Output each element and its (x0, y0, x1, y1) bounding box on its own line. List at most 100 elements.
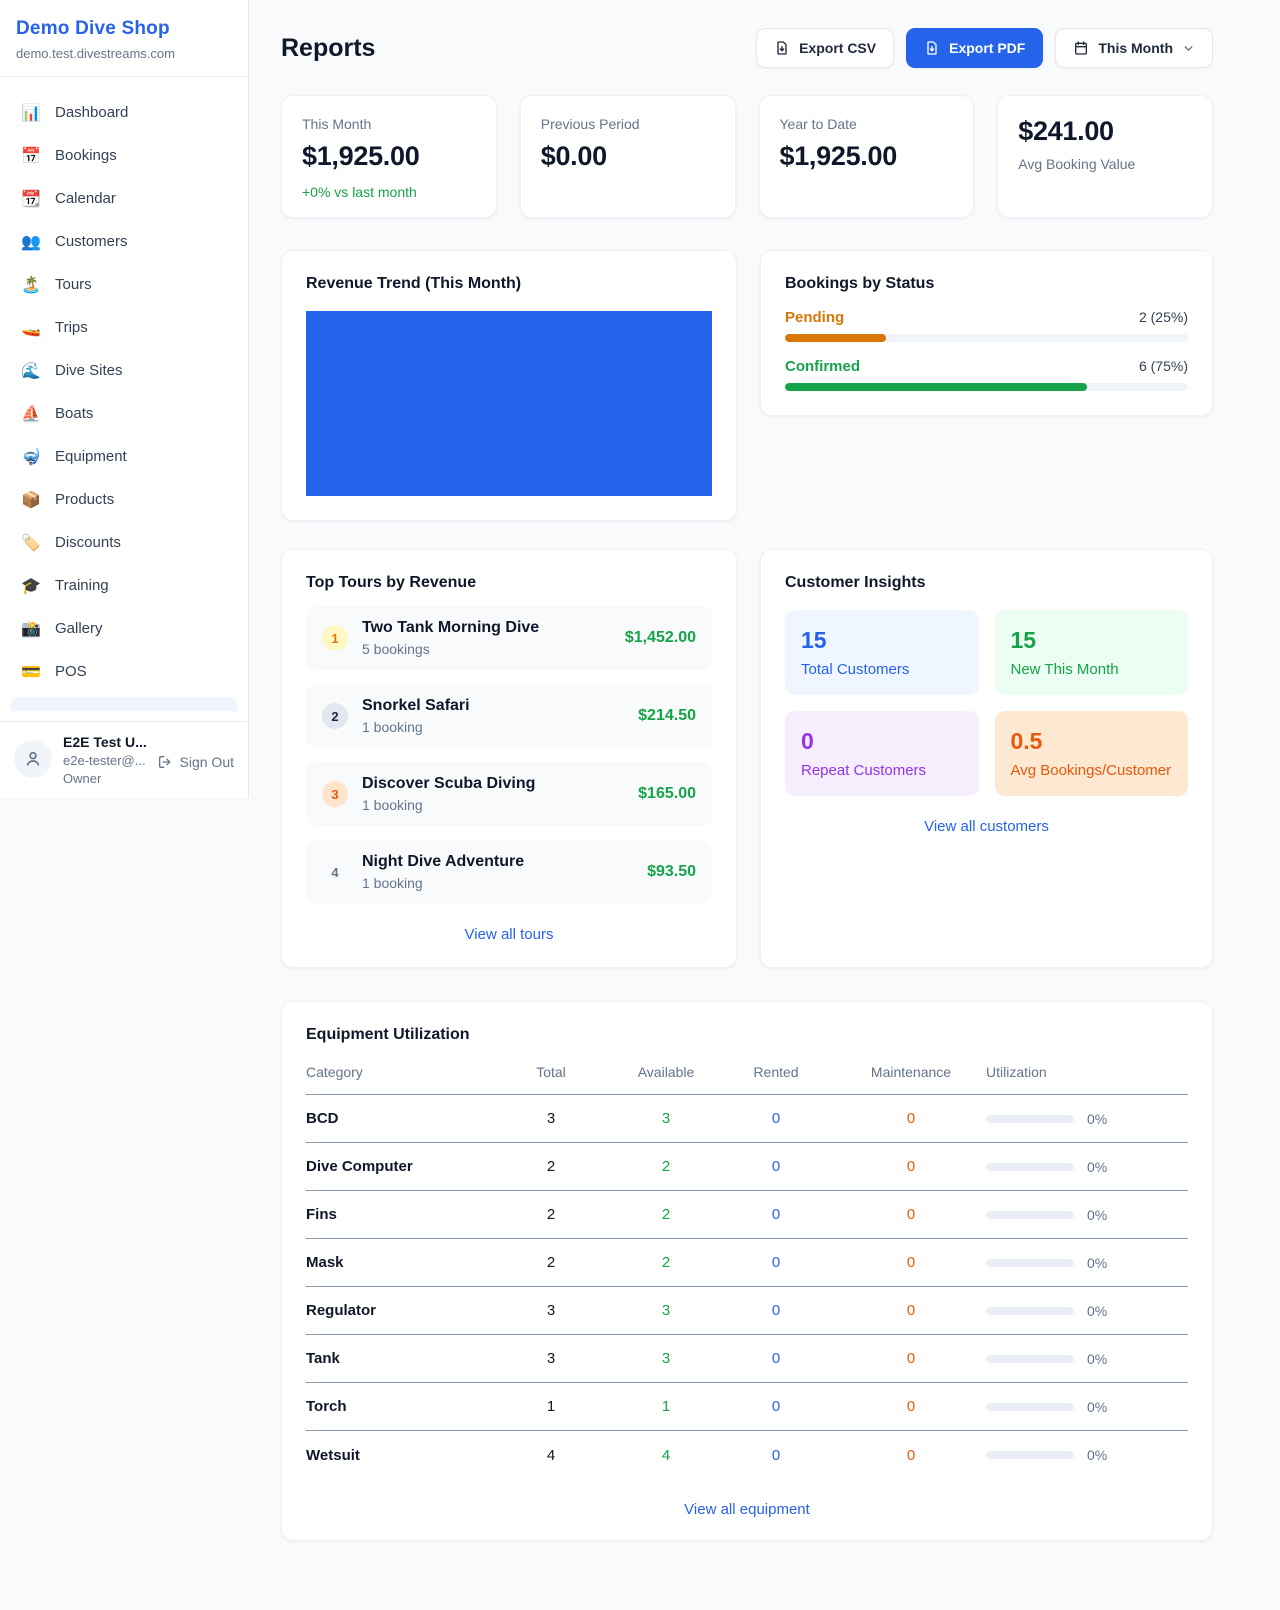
status-bar-fill (785, 383, 1088, 391)
bookings-by-status-title: Bookings by Status (785, 275, 935, 292)
sidebar-item-active-partial[interactable] (11, 697, 237, 711)
tour-name: Snorkel Safari (362, 697, 470, 714)
sidebar: Demo Dive Shop demo.test.divestreams.com… (0, 0, 249, 798)
stat-label: This Month (302, 116, 372, 132)
tile-new-this-month: 15 New This Month (994, 610, 1188, 695)
sidebar-item-label: Customers (55, 233, 128, 250)
tile-label: Total Customers (801, 661, 910, 678)
user-panel: E2E Test U... e2e-tester@... Owner Sign … (0, 721, 248, 798)
stat-value: $241.00 (1018, 116, 1114, 146)
customers-icon: 👥 (21, 233, 41, 251)
tile-label: Avg Bookings/Customer (1010, 762, 1172, 779)
graduation-cap-icon: 🎓 (21, 577, 41, 595)
sidebar-item-calendar[interactable]: 📆 Calendar (9, 177, 239, 220)
utilization-bar (986, 1451, 1074, 1459)
sidebar-item-gallery[interactable]: 📸 Gallery (9, 607, 239, 650)
equipment-utilization-card: Equipment Utilization Category Total Ava… (281, 1001, 1213, 1541)
tag-icon: 🏷️ (21, 534, 41, 552)
sidebar-item-label: Bookings (55, 147, 117, 164)
col-category: Category (306, 1064, 363, 1080)
sidebar-item-pos[interactable]: 💳 POS (9, 650, 239, 693)
sidebar-nav: 📊 Dashboard 📅 Bookings 📆 Calendar 👥 Cust… (0, 77, 248, 711)
list-item: 1 Two Tank Morning Dive 5 bookings $1,45… (306, 606, 712, 670)
shop-domain: demo.test.divestreams.com (16, 46, 175, 61)
utilization-bar (986, 1114, 1074, 1123)
table-row: Regulator 3 3 0 0 0% (306, 1287, 1188, 1335)
sidebar-item-label: Discounts (55, 534, 121, 551)
view-all-customers-link[interactable]: View all customers (924, 818, 1049, 835)
col-available: Available (637, 1064, 695, 1080)
header-actions: Export CSV Export PDF This Month (756, 28, 1213, 68)
sidebar-item-label: Boats (55, 405, 94, 422)
sidebar-item-trips[interactable]: 🚤 Trips (9, 306, 239, 349)
table-row: BCD 3 3 0 0 0% (306, 1095, 1188, 1143)
revenue-trend-title: Revenue Trend (This Month) (306, 275, 522, 292)
tile-label: New This Month (1010, 661, 1119, 678)
sidebar-item-label: Tours (55, 276, 92, 293)
island-icon: 🏝️ (21, 276, 41, 294)
sidebar-item-dive-sites[interactable]: 🌊 Dive Sites (9, 349, 239, 392)
period-selector[interactable]: This Month (1055, 28, 1213, 68)
speedboat-icon: 🚤 (21, 319, 41, 337)
stat-label: Year to Date (779, 116, 857, 132)
chevron-down-icon (1184, 45, 1193, 51)
tour-name: Two Tank Morning Dive (362, 619, 540, 636)
rank-badge: 4 (331, 864, 339, 880)
sidebar-item-customers[interactable]: 👥 Customers (9, 220, 239, 263)
sidebar-item-label: Calendar (55, 190, 116, 207)
sidebar-item-tours[interactable]: 🏝️ Tours (9, 263, 239, 306)
tour-amount: $214.50 (638, 707, 696, 724)
calendar-icon (1075, 41, 1088, 55)
list-item: 2 Snorkel Safari 1 booking $214.50 (306, 684, 712, 748)
customer-insights-card: Customer Insights 15 Total Customers 15 … (760, 549, 1213, 968)
stat-label: Previous Period (540, 116, 640, 132)
tour-bookings: 1 booking (362, 875, 423, 891)
sidebar-header: Demo Dive Shop demo.test.divestreams.com (0, 0, 248, 77)
export-csv-button[interactable]: Export CSV (756, 28, 895, 68)
sidebar-item-boats[interactable]: ⛵ Boats (9, 392, 239, 435)
tile-value: 0 (801, 728, 814, 754)
status-label: Pending (785, 309, 845, 326)
stat-card-avg-booking-value: $241.00 Avg Booking Value (997, 95, 1213, 218)
status-label: Confirmed (785, 358, 860, 375)
sidebar-item-label: Products (55, 491, 115, 508)
rank-badge: 3 (322, 781, 348, 807)
table-row: Dive Computer 2 2 0 0 0% (306, 1143, 1188, 1191)
sidebar-item-bookings[interactable]: 📅 Bookings (9, 134, 239, 177)
stat-cards: This Month $1,925.00 +0% vs last month P… (281, 95, 1213, 218)
sidebar-item-label: Training (55, 577, 109, 594)
tile-value: 0.5 (1010, 728, 1043, 754)
user-email: e2e-tester@... (63, 753, 146, 768)
user-role: Owner (63, 771, 102, 786)
sign-out-label: Sign Out (179, 754, 234, 770)
sign-out-icon (158, 756, 170, 768)
sign-out-button[interactable]: Sign Out (157, 754, 234, 770)
tour-name: Night Dive Adventure (362, 853, 525, 870)
table-row: Tank 3 3 0 0 0% (306, 1335, 1188, 1383)
status-bar-track (785, 383, 1188, 391)
tour-bookings: 5 bookings (362, 641, 430, 657)
stat-value: $0.00 (540, 141, 607, 171)
list-item: 3 Discover Scuba Diving 1 booking $165.0… (306, 762, 712, 826)
revenue-trend-card: Revenue Trend (This Month) (281, 250, 737, 521)
sidebar-item-products[interactable]: 📦 Products (9, 478, 239, 521)
view-all-tours-link[interactable]: View all tours (464, 926, 554, 943)
export-pdf-button[interactable]: Export PDF (906, 28, 1044, 68)
utilization-bar (986, 1210, 1074, 1219)
bookings-calendar-icon: 📅 (21, 147, 41, 165)
sidebar-item-equipment[interactable]: 🤿 Equipment (9, 435, 239, 478)
revenue-trend-bar (306, 311, 712, 496)
camera-icon: 📸 (21, 620, 41, 638)
file-download-icon (777, 41, 787, 55)
view-all-equipment-link[interactable]: View all equipment (684, 1501, 810, 1518)
sidebar-item-dashboard[interactable]: 📊 Dashboard (9, 91, 239, 134)
status-row-confirmed: Confirmed 6 (75%) (785, 358, 1188, 391)
bookings-by-status-card: Bookings by Status Pending 2 (25%) Confi… (760, 250, 1213, 416)
sidebar-item-discounts[interactable]: 🏷️ Discounts (9, 521, 239, 564)
top-tours-card: Top Tours by Revenue 1 Two Tank Morning … (281, 549, 737, 968)
tile-total-customers: 15 Total Customers (785, 610, 979, 695)
tile-value: 15 (801, 627, 827, 653)
table-row: Torch 1 1 0 0 0% (306, 1383, 1188, 1431)
sidebar-item-training[interactable]: 🎓 Training (9, 564, 239, 607)
stat-delta: +0% vs last month (302, 184, 417, 200)
